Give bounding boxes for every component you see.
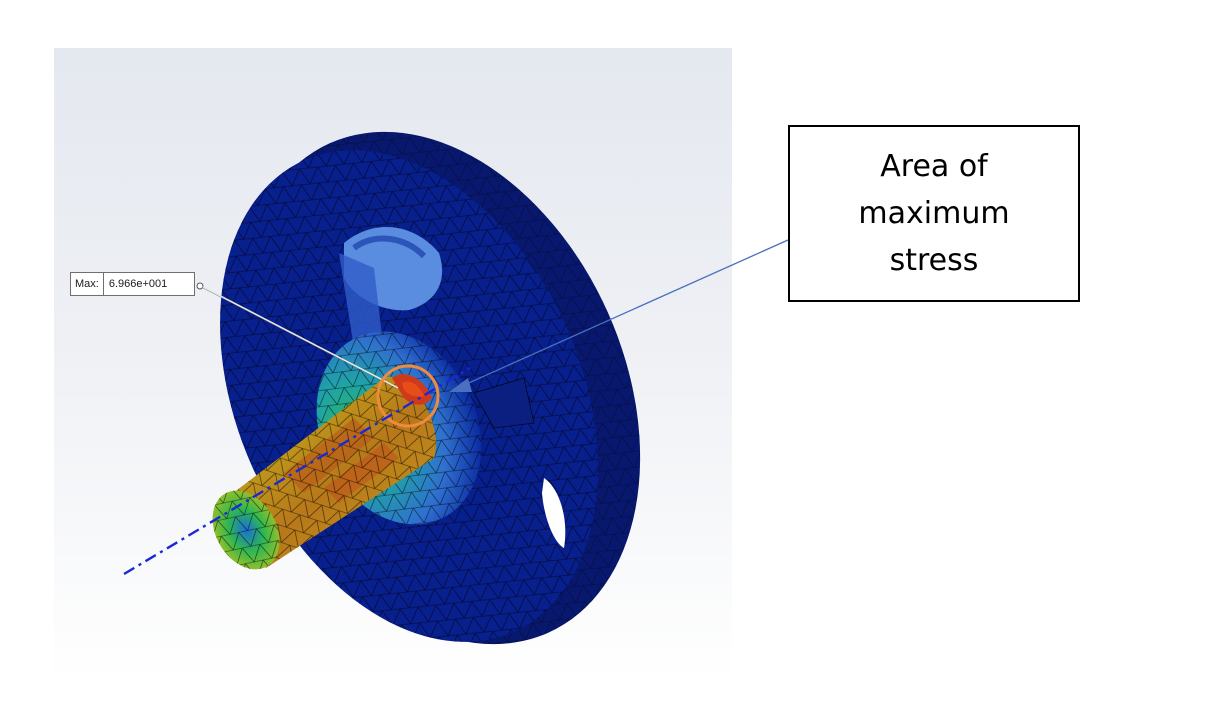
max-stress-hotspot	[392, 374, 432, 405]
max-stress-callout: Area of maximum stress	[788, 125, 1080, 302]
shaft	[212, 376, 436, 570]
stress-plot-model-icon[interactable]	[54, 48, 732, 684]
probe-label: Max:	[71, 273, 104, 295]
simulation-viewport[interactable]	[54, 48, 732, 684]
max-stress-highlight-circle	[376, 364, 440, 428]
shaft-axis-line	[123, 366, 471, 576]
probe-value: 6.966e+001	[108, 278, 168, 290]
leader-line-icon	[196, 282, 399, 390]
max-stress-probe[interactable]: Max: 6.966e+001	[70, 272, 195, 296]
callout-text: Area of maximum stress	[858, 149, 1010, 278]
arrow-icon	[449, 239, 789, 392]
wheel-openings	[339, 226, 566, 548]
